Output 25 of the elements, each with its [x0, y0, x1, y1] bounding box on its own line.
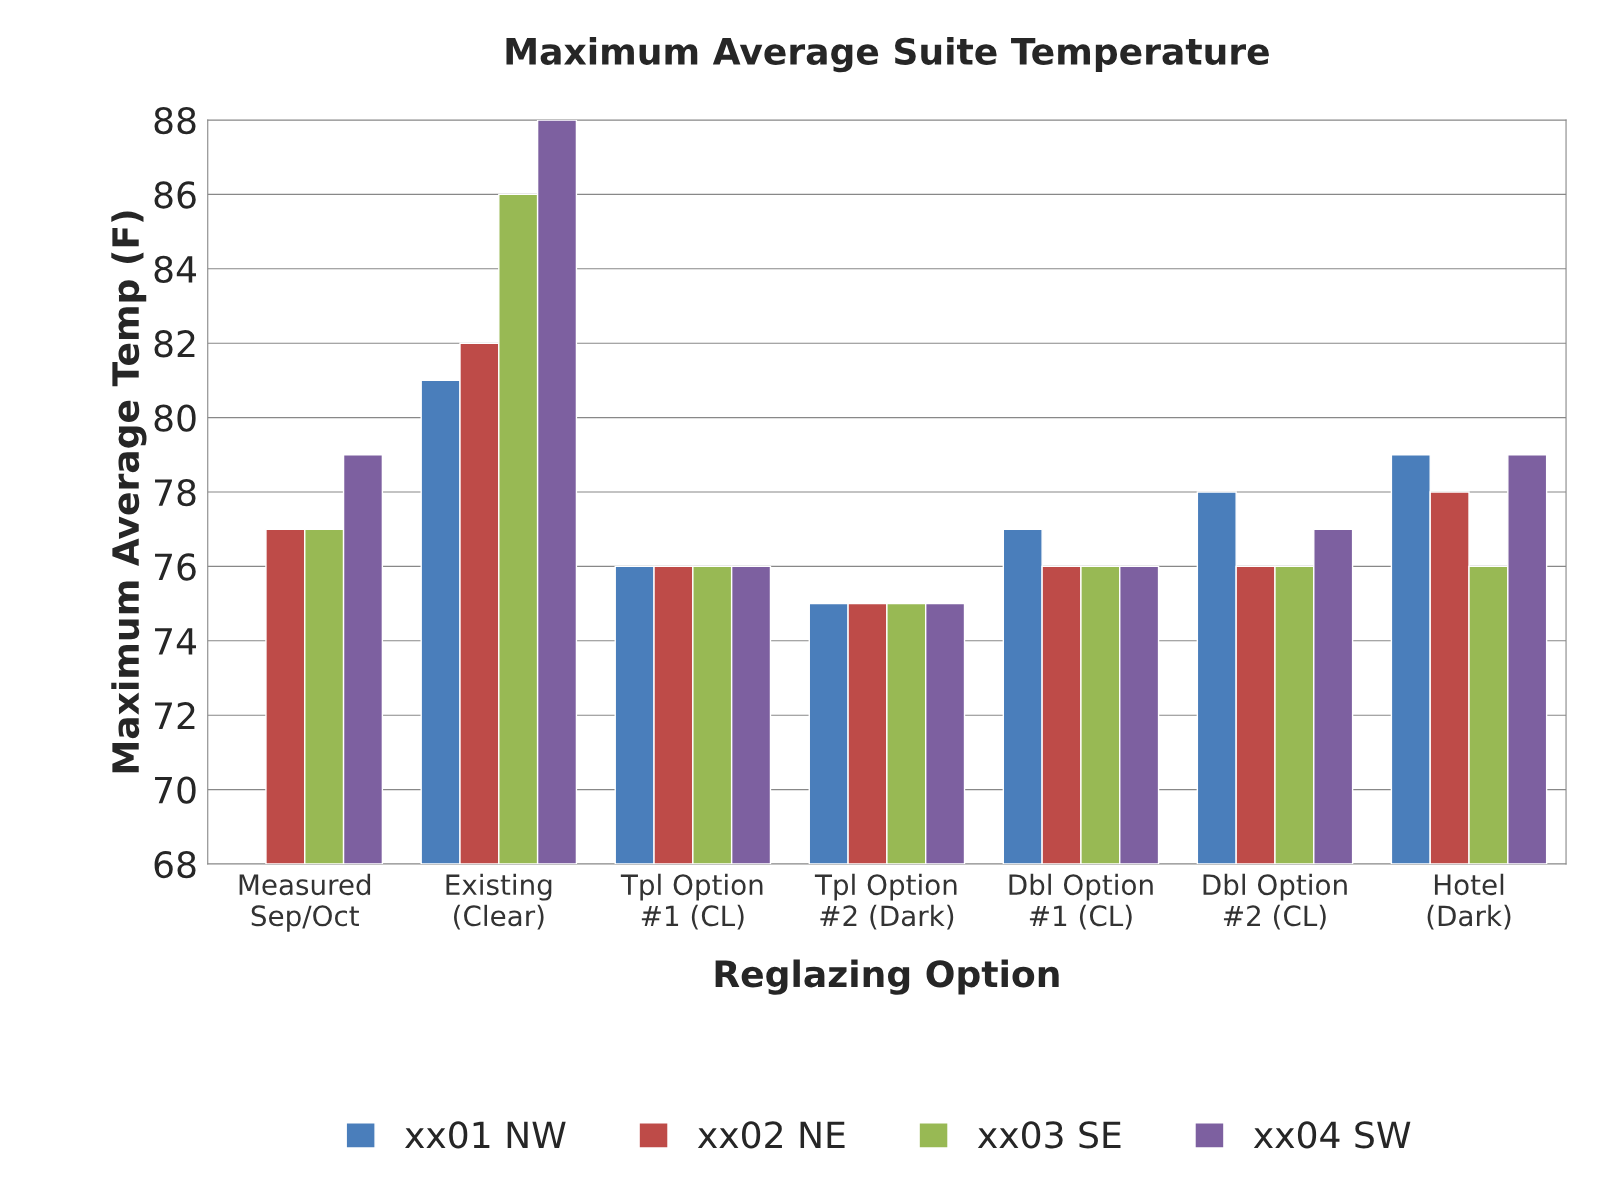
y-tick-label: 72: [155, 702, 195, 729]
x-tick-label: Dbl Option #2 (CL): [1203, 873, 1347, 930]
x-axis-title: Reglazing Option: [715, 959, 1059, 995]
y-tick-label: 84: [154, 255, 196, 284]
chart-title: Maximum Average Suite Temperature: [506, 37, 1269, 73]
legend-label: xx01 NW: [405, 1121, 566, 1149]
y-tick-label: 70: [155, 776, 196, 804]
legend-label: xx03 SE: [977, 1121, 1121, 1149]
x-tick-label: Dbl Option #1 (CL): [1009, 873, 1153, 930]
x-tick-label: Existing (Clear): [446, 873, 552, 930]
y-tick-label: 88: [154, 106, 196, 135]
x-tick-label: Hotel (Dark): [1427, 873, 1511, 930]
y-axis-title: Maximum Average Temp (F): [111, 211, 147, 773]
x-tick-label: Tpl Option #1 (CL): [620, 873, 763, 930]
y-tick-label: 74: [155, 628, 196, 655]
x-tick-label: Measured Sep/Oct: [239, 873, 371, 932]
y-tick-label: 80: [154, 404, 196, 432]
y-tick-label: 86: [154, 181, 196, 209]
y-tick-label: 68: [154, 850, 196, 879]
x-tick-label: Tpl Option #2 (Dark): [814, 873, 957, 930]
legend-label: xx04 SW: [1253, 1121, 1411, 1149]
y-tick-label: 76: [155, 553, 196, 581]
y-tick-label: 82: [154, 330, 195, 358]
legend-label: xx02 NE: [697, 1121, 845, 1149]
y-tick-label: 78: [155, 478, 196, 507]
